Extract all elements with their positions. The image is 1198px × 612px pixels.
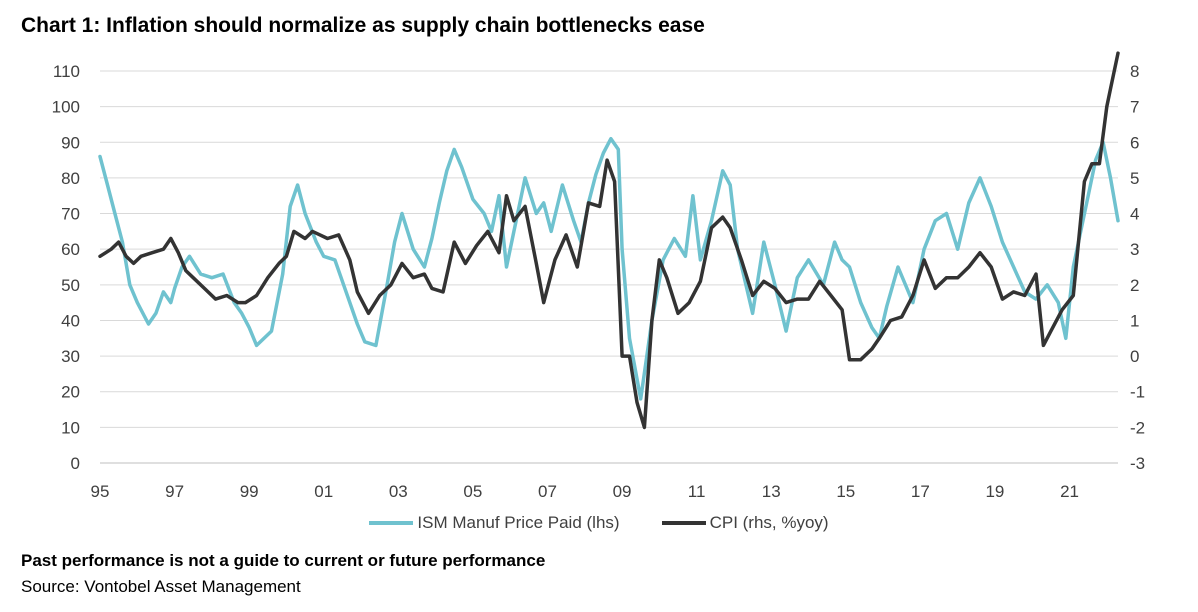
right-tick-label: 2 [1130,276,1139,295]
chart-title: Chart 1: Inflation should normalize as s… [21,14,705,37]
x-tick-label: 95 [91,482,110,501]
right-tick-label: 3 [1130,240,1139,259]
x-tick-label: 13 [762,482,781,501]
cpi-series-line [98,51,1120,430]
left-tick-label: 70 [61,205,80,224]
left-tick-label: 90 [61,133,80,152]
right-axis-ticks: -3 -2 -1 0 1 2 3 4 5 6 7 8 [1130,62,1145,473]
x-tick-label: 11 [688,482,706,501]
legend-swatch-ism [369,521,414,525]
x-tick-label: 21 [1060,482,1079,501]
legend-swatch-cpi [661,521,706,525]
series-lines [98,51,1120,430]
left-tick-label: 30 [61,347,80,366]
left-tick-label: 110 [53,62,80,81]
x-tick-label: 99 [240,482,259,501]
legend-label-cpi: CPI (rhs, %yoy) [709,513,829,532]
x-tick-label: 97 [165,482,184,501]
right-tick-label: 1 [1130,311,1139,330]
x-tick-label: 03 [389,482,408,501]
left-tick-label: 10 [61,418,80,437]
left-axis-ticks: 0 10 20 30 40 50 60 70 80 90 100 110 [52,62,80,473]
right-tick-label: -3 [1130,454,1145,473]
left-tick-label: 0 [71,454,80,473]
right-tick-label: 5 [1130,169,1139,188]
disclaimer-note: Past performance is not a guide to curre… [21,551,546,570]
source-note: Source: Vontobel Asset Management [21,577,301,596]
x-tick-label: 09 [613,482,632,501]
right-tick-label: -2 [1130,418,1145,437]
x-tick-label: 07 [538,482,557,501]
left-tick-label: 100 [52,98,80,117]
legend: ISM Manuf Price Paid (lhs) CPI (rhs, %yo… [0,513,1198,533]
left-tick-label: 60 [61,240,80,259]
legend-label-ism: ISM Manuf Price Paid (lhs) [417,513,620,532]
left-tick-label: 50 [61,276,80,295]
right-tick-label: -1 [1130,383,1145,402]
right-tick-label: 6 [1130,133,1139,152]
right-tick-label: 8 [1130,62,1139,81]
legend-item-cpi: CPI (rhs, %yoy) [661,513,829,533]
x-tick-label: 05 [463,482,482,501]
left-tick-label: 20 [61,383,80,402]
x-axis-ticks: 95 97 99 01 03 05 07 09 11 13 15 17 19 21 [91,482,1079,501]
right-tick-label: 0 [1130,347,1139,366]
x-tick-label: 15 [836,482,855,501]
x-tick-label: 17 [911,482,930,501]
legend-item-ism: ISM Manuf Price Paid (lhs) [369,513,620,533]
right-tick-label: 7 [1130,98,1139,117]
left-tick-label: 40 [61,311,80,330]
gridlines [100,70,1118,428]
x-tick-label: 01 [314,482,333,501]
x-tick-label: 19 [985,482,1004,501]
right-tick-label: 4 [1130,205,1139,224]
left-tick-label: 80 [61,169,80,188]
